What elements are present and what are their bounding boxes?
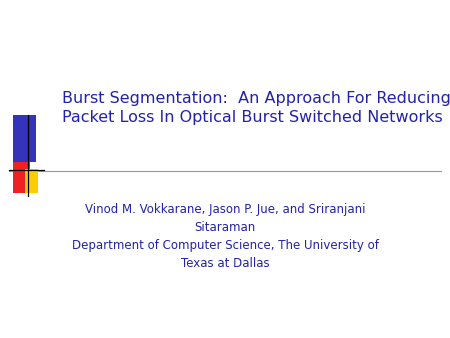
Text: Vinod M. Vokkarane, Jason P. Jue, and Sriranjani
Sitaraman
Department of Compute: Vinod M. Vokkarane, Jason P. Jue, and Sr… (72, 203, 378, 270)
Bar (13, 162, 30, 193)
Bar (25, 169, 38, 193)
Bar (13, 115, 36, 162)
Text: Burst Segmentation:  An Approach For Reducing
Packet Loss In Optical Burst Switc: Burst Segmentation: An Approach For Redu… (62, 91, 450, 125)
